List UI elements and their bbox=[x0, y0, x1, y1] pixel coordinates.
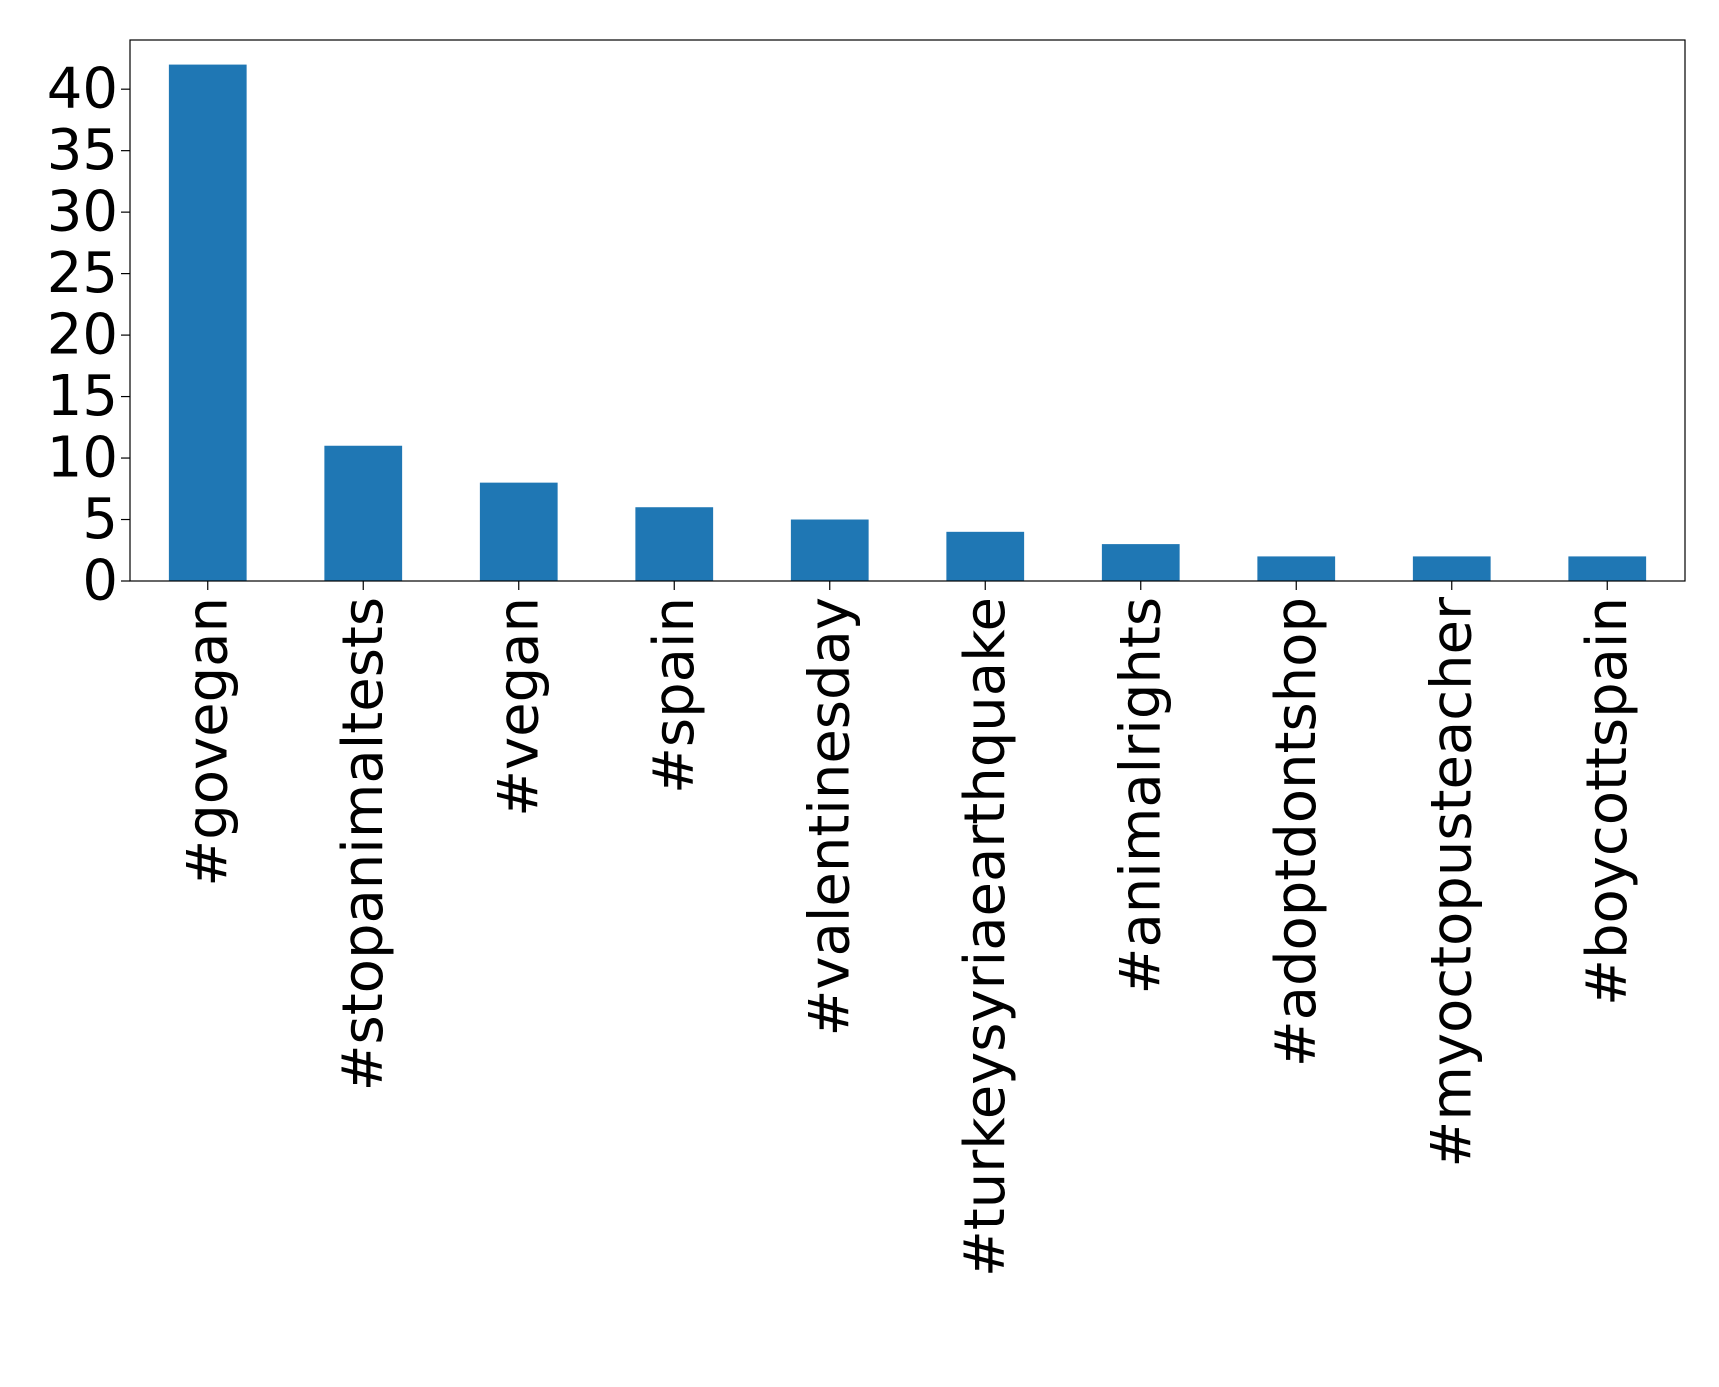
bar bbox=[946, 531, 1025, 581]
y-tick-label: 0 bbox=[82, 549, 118, 614]
x-tick-label: #valentinesday bbox=[797, 597, 862, 1037]
y-tick-label: 20 bbox=[47, 303, 118, 368]
bar bbox=[790, 519, 869, 581]
bar bbox=[324, 445, 403, 581]
x-tick-label: #vegan bbox=[486, 597, 551, 817]
bar bbox=[1257, 556, 1336, 581]
x-tick-label: #turkeysyriaearthquake bbox=[953, 597, 1018, 1277]
y-tick-label: 5 bbox=[82, 487, 118, 552]
x-tick-label: #myoctopusteacher bbox=[1419, 596, 1484, 1168]
bar bbox=[1412, 556, 1491, 581]
bar bbox=[479, 482, 558, 581]
bars-group bbox=[168, 64, 1647, 582]
plot-frame bbox=[129, 39, 1686, 582]
x-tick-label: #boycottspain bbox=[1575, 597, 1640, 1006]
bar bbox=[635, 507, 714, 581]
bar bbox=[1101, 544, 1180, 581]
x-tick-label: #govegan bbox=[175, 597, 240, 887]
x-tick-label: #animalrights bbox=[1108, 597, 1173, 994]
y-tick-label: 35 bbox=[47, 118, 118, 183]
x-tick-label: #spain bbox=[642, 597, 707, 794]
y-tick-label: 40 bbox=[47, 57, 118, 122]
bar bbox=[1568, 556, 1647, 581]
x-axis: #govegan #stopanimaltests #vegan #spain #val… bbox=[175, 581, 1640, 1277]
y-tick-label: 10 bbox=[47, 426, 118, 491]
y-tick-label: 15 bbox=[47, 364, 118, 429]
x-tick-label: #stopanimaltests bbox=[331, 597, 396, 1091]
y-tick-label: 30 bbox=[47, 180, 118, 245]
bar bbox=[168, 64, 247, 582]
y-tick-label: 25 bbox=[47, 241, 118, 306]
x-tick-label: #adoptdontshop bbox=[1264, 597, 1329, 1067]
